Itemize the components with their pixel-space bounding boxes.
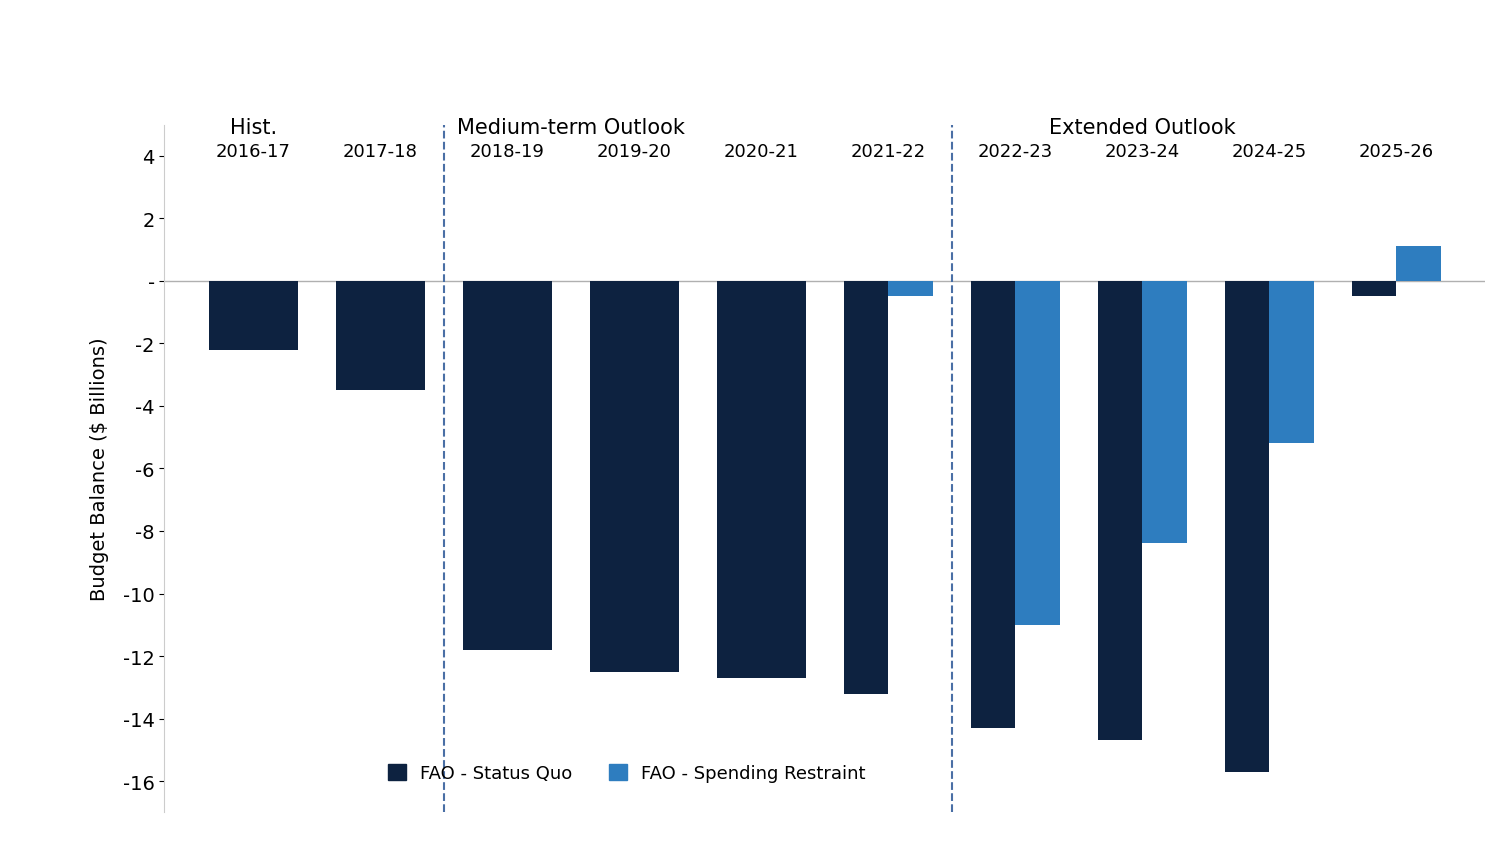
Text: 2023-24: 2023-24 (1104, 143, 1180, 161)
Text: 2016-17: 2016-17 (216, 143, 291, 161)
Text: 2020-21: 2020-21 (724, 143, 798, 161)
Bar (1269, 281, 1314, 444)
Bar (717, 281, 806, 678)
Bar (336, 281, 424, 391)
Bar (1396, 247, 1440, 281)
Bar (590, 281, 678, 672)
Text: 2021-22: 2021-22 (850, 143, 926, 161)
Bar (844, 281, 888, 693)
Bar (1098, 281, 1142, 740)
Bar (209, 281, 298, 351)
Text: 2017-18: 2017-18 (344, 143, 418, 161)
Text: 2024-25: 2024-25 (1232, 143, 1306, 161)
Text: 2022-23: 2022-23 (978, 143, 1053, 161)
Bar (1352, 281, 1396, 297)
Text: 2025-26: 2025-26 (1359, 143, 1434, 161)
Bar (464, 281, 552, 650)
Text: Medium-term Outlook: Medium-term Outlook (458, 118, 684, 138)
Bar (888, 281, 933, 297)
Bar (1224, 281, 1269, 772)
Legend: FAO - Status Quo, FAO - Spending Restraint: FAO - Status Quo, FAO - Spending Restrai… (381, 757, 873, 790)
Bar (970, 281, 1016, 728)
Bar (1016, 281, 1059, 625)
Bar (1142, 281, 1186, 544)
Text: 2018-19: 2018-19 (470, 143, 544, 161)
Text: Hist.: Hist. (230, 118, 278, 138)
Y-axis label: Budget Balance ($ Billions): Budget Balance ($ Billions) (90, 337, 110, 601)
Text: Extended Outlook: Extended Outlook (1048, 118, 1236, 138)
Text: 2019-20: 2019-20 (597, 143, 672, 161)
